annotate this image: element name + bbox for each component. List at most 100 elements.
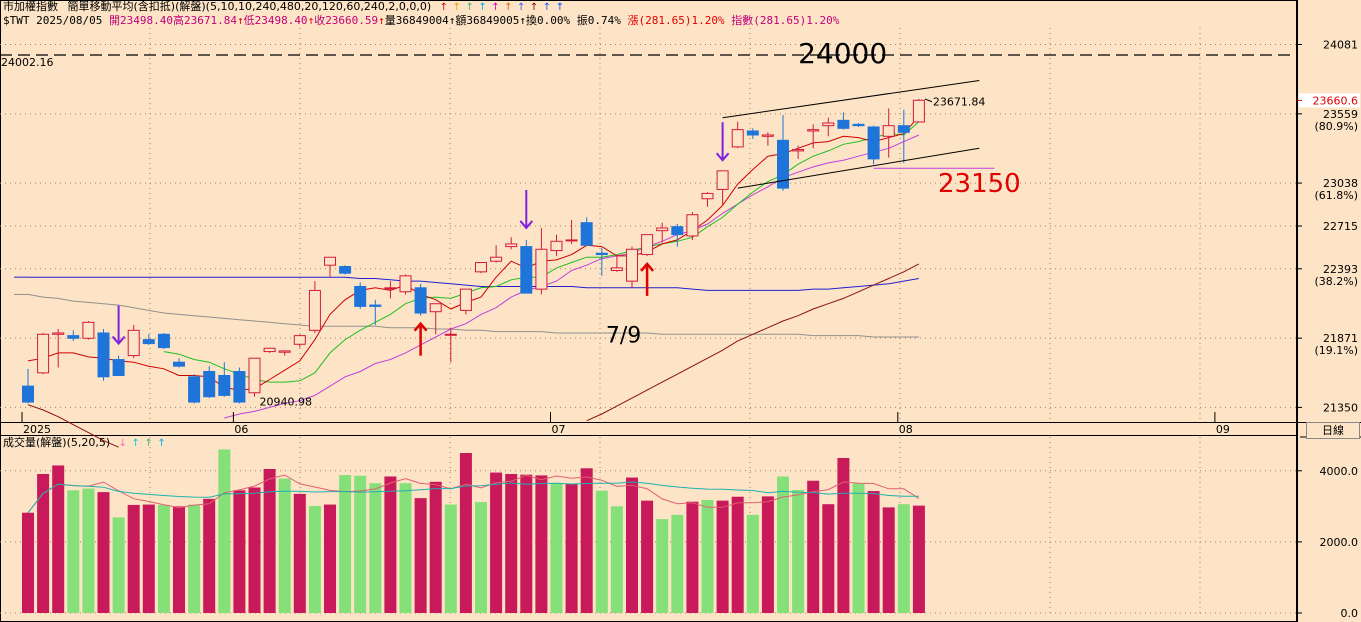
- x-tick-label: 06: [234, 423, 248, 436]
- candle-body: [761, 134, 774, 137]
- candle-body: [142, 339, 155, 345]
- volume-bar: [535, 475, 548, 613]
- candle-body: [520, 246, 533, 294]
- volume-bar: [142, 504, 155, 613]
- volume-bar: [188, 504, 201, 613]
- y-tick-label: 21871: [1323, 332, 1358, 345]
- candle: [324, 256, 336, 278]
- ma5-line: [27, 116, 920, 391]
- amount-value: 36849005: [466, 14, 520, 27]
- ma-arrow-icon: ↑: [465, 2, 474, 13]
- candle: [308, 281, 321, 333]
- low-value: 23498.40: [254, 14, 308, 27]
- ma-arrow-icons: ↑ ↑ ↑ ↑ ↑ ↑ ↑ ↑ ↑ ↑: [439, 0, 564, 13]
- x-tick-label: 08: [899, 423, 913, 436]
- candle: [761, 132, 774, 146]
- open-label: 開: [108, 14, 120, 27]
- candle-body: [188, 376, 201, 403]
- volume-bar: [22, 512, 34, 613]
- volume-bar: [97, 492, 110, 613]
- left-price-label: 24002.16: [1, 56, 54, 69]
- candle: [520, 239, 533, 294]
- volume-bar: [550, 483, 563, 613]
- candle-body: [22, 385, 34, 403]
- volume-bar: [354, 475, 367, 613]
- volume-bar: [595, 490, 608, 613]
- volume-arrow-icon: ↓: [118, 438, 128, 449]
- candle: [792, 145, 805, 159]
- candle-body: [278, 350, 291, 353]
- turnover-label: 換: [526, 14, 538, 27]
- candle: [218, 362, 231, 397]
- candle: [293, 334, 306, 348]
- y-pct-label: (38.2%): [1314, 275, 1358, 288]
- down-arrow-icon: [519, 220, 534, 230]
- high-value-label: 23671.84: [933, 96, 986, 109]
- volume-bar: [701, 499, 714, 613]
- turnover-value: 0.00%: [537, 14, 571, 27]
- ma-arrow-icon: ↑: [439, 2, 449, 13]
- candle: [610, 255, 623, 272]
- candle-body: [716, 170, 729, 190]
- daily-period-button[interactable]: 日線: [1306, 422, 1360, 439]
- candle: [671, 224, 684, 247]
- volume-bar: [852, 483, 865, 613]
- volume-bar: [731, 496, 744, 613]
- candle: [157, 332, 170, 349]
- candle: [882, 108, 895, 158]
- candle-body: [731, 129, 744, 148]
- volume-bar: [912, 505, 925, 613]
- candle-body: [429, 303, 442, 313]
- candle: [897, 109, 910, 163]
- volume-bar: [263, 469, 276, 613]
- index-change-value: (281.65)1.20%: [753, 14, 840, 27]
- candle-body: [384, 287, 397, 290]
- volume-bar: [671, 514, 684, 613]
- candle: [686, 212, 699, 240]
- candle-body: [777, 139, 789, 189]
- volume-label: 量: [384, 14, 396, 27]
- volume-bar: [490, 472, 503, 613]
- candle-body: [535, 248, 548, 290]
- volume-bar: [520, 474, 533, 613]
- volume-bar: [308, 505, 321, 613]
- candle-body: [490, 256, 503, 262]
- ma240-line: [27, 293, 919, 338]
- candle: [641, 234, 654, 256]
- candle-body: [112, 359, 125, 376]
- candle: [475, 262, 487, 274]
- volume-bar: [777, 476, 789, 613]
- candle: [67, 330, 80, 341]
- ma-arrow-icon: ↑: [452, 2, 461, 13]
- candle-body: [37, 333, 50, 374]
- volume-arrow-icon: ↑: [157, 438, 166, 449]
- high-label: 高: [172, 14, 184, 27]
- candle-body: [369, 304, 382, 307]
- date-text: 2025/08/05: [36, 14, 103, 27]
- volume-header: 成交量(解盤)(5,20,5) ↓ ↑ ↑ ↑: [3, 436, 166, 451]
- candle: [112, 355, 125, 376]
- volume-y-tick-label: 4000.0: [1320, 465, 1359, 478]
- candle-body: [233, 371, 246, 403]
- ma20-line: [224, 134, 920, 419]
- volume-bar: [248, 487, 261, 613]
- volume-ma20-line: [27, 481, 919, 514]
- volume-bar: [565, 483, 578, 613]
- volume-bar: [882, 507, 895, 613]
- x-tick-label: 2025: [23, 423, 51, 436]
- ma-arrow-icon: ↑: [542, 2, 552, 13]
- volume-bar: [218, 449, 231, 613]
- volume-bar: [761, 496, 774, 613]
- candle-body: [822, 122, 835, 127]
- y-tick-label: 22393: [1323, 263, 1358, 276]
- index-title: 市加權指數: [3, 0, 58, 13]
- y-pct-label: (80.9%): [1314, 120, 1358, 133]
- candle-body: [127, 329, 140, 357]
- index-change-label: 指數: [731, 14, 754, 27]
- candle-body: [354, 285, 367, 307]
- volume-bar: [339, 475, 352, 613]
- candle: [580, 217, 593, 246]
- candle-body: [580, 222, 593, 246]
- change-value: (281.65)1.20%: [638, 14, 725, 27]
- volume-bar: [822, 504, 835, 613]
